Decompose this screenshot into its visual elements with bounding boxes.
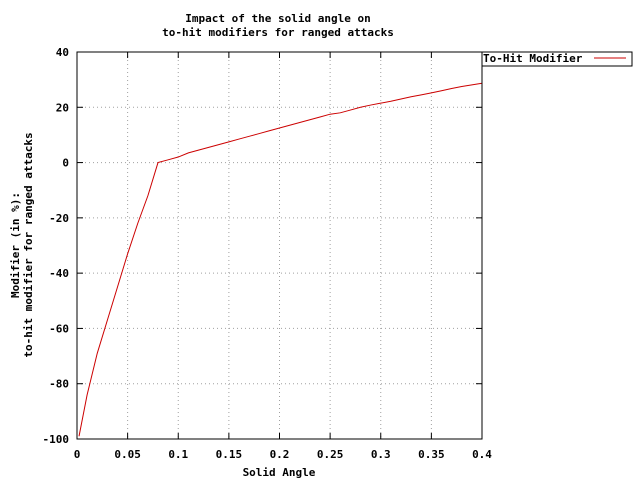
x-axis-label: Solid Angle <box>243 466 316 479</box>
plot-frame <box>76 51 483 440</box>
y-axis-label-line-2: to-hit modifier for ranged attacks <box>22 132 35 357</box>
x-tick-label: 0.1 <box>168 448 188 461</box>
y-axis-label-line-1: Modifier (in %): <box>9 192 22 298</box>
y-tick-label: 20 <box>56 101 69 114</box>
y-tick-label: -20 <box>49 212 69 225</box>
chart-title-line-1: Impact of the solid angle on <box>185 12 370 25</box>
legend-box <box>481 51 633 67</box>
series-line-to-hit-modifier <box>78 82 483 437</box>
y-tick-label: 40 <box>56 46 69 59</box>
x-tick-label: 0.2 <box>270 448 290 461</box>
chart-title-line-2: to-hit modifiers for ranged attacks <box>162 26 394 39</box>
legend: To-Hit Modifier <box>481 51 633 67</box>
y-tick-label: -100 <box>43 433 70 446</box>
y-tick-label: -40 <box>49 267 69 280</box>
x-tick-label: 0.15 <box>216 448 243 461</box>
series-layer <box>78 82 483 437</box>
x-tick-label: 0.3 <box>371 448 391 461</box>
y-tick-label: 0 <box>62 157 69 170</box>
y-tick-label: -80 <box>49 378 69 391</box>
x-tick-label: 0.05 <box>114 448 141 461</box>
y-tick-label: -60 <box>49 322 69 335</box>
axis-ticks: 0 0.05 0.1 0.15 0.2 0.25 0.3 0.35 0.4 -100 -80 -60 -… <box>43 46 493 461</box>
x-tick-label: 0.4 <box>472 448 492 461</box>
x-tick-label: 0.25 <box>317 448 344 461</box>
grid <box>77 52 482 439</box>
x-tick-label: 0.35 <box>418 448 445 461</box>
legend-label: To-Hit Modifier <box>483 52 583 65</box>
x-tick-label: 0 <box>74 448 81 461</box>
